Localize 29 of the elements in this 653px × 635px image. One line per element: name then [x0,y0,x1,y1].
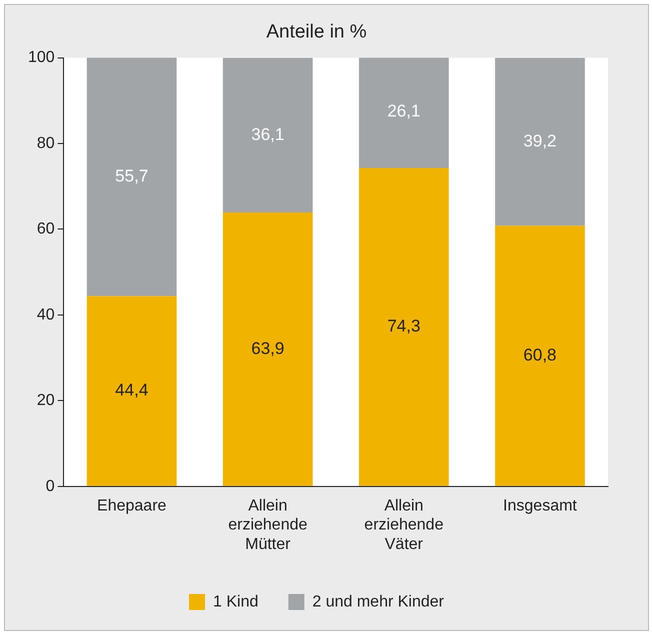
chart-title: Anteile in % [266,22,367,43]
y-tick-label: 40 [36,306,55,324]
x-tick-label: Insgesamt [503,497,578,514]
x-tick-label: Allein erziehende Mütter [228,497,308,553]
bar [358,58,449,168]
y-tick-label: 60 [36,220,55,238]
x-tick-label: Allein erziehende Väter [364,497,444,553]
legend-label: 2 und mehr Kinder [312,593,445,610]
legend-label: 1 Kind [213,593,258,610]
bar [495,58,585,226]
y-tick-label: 20 [36,392,55,410]
y-tick-label: 0 [46,478,55,495]
y-tick-label: 80 [36,134,55,152]
bar [222,212,313,486]
bar [222,58,313,213]
data-label: 60,8 [523,346,557,365]
data-label: 74,3 [387,316,420,336]
bar [495,226,585,486]
data-label: 36,1 [251,124,284,144]
bar [86,296,177,486]
bar [86,58,177,296]
data-label: 55,7 [115,166,148,186]
data-label: 44,4 [115,380,148,400]
data-label: 26,1 [387,102,420,121]
y-tick-label: 100 [28,49,55,66]
data-label: 63,9 [251,338,284,358]
data-label: 39,2 [523,131,557,150]
x-tick-label: Ehepaare [97,497,167,514]
bar [358,168,449,486]
